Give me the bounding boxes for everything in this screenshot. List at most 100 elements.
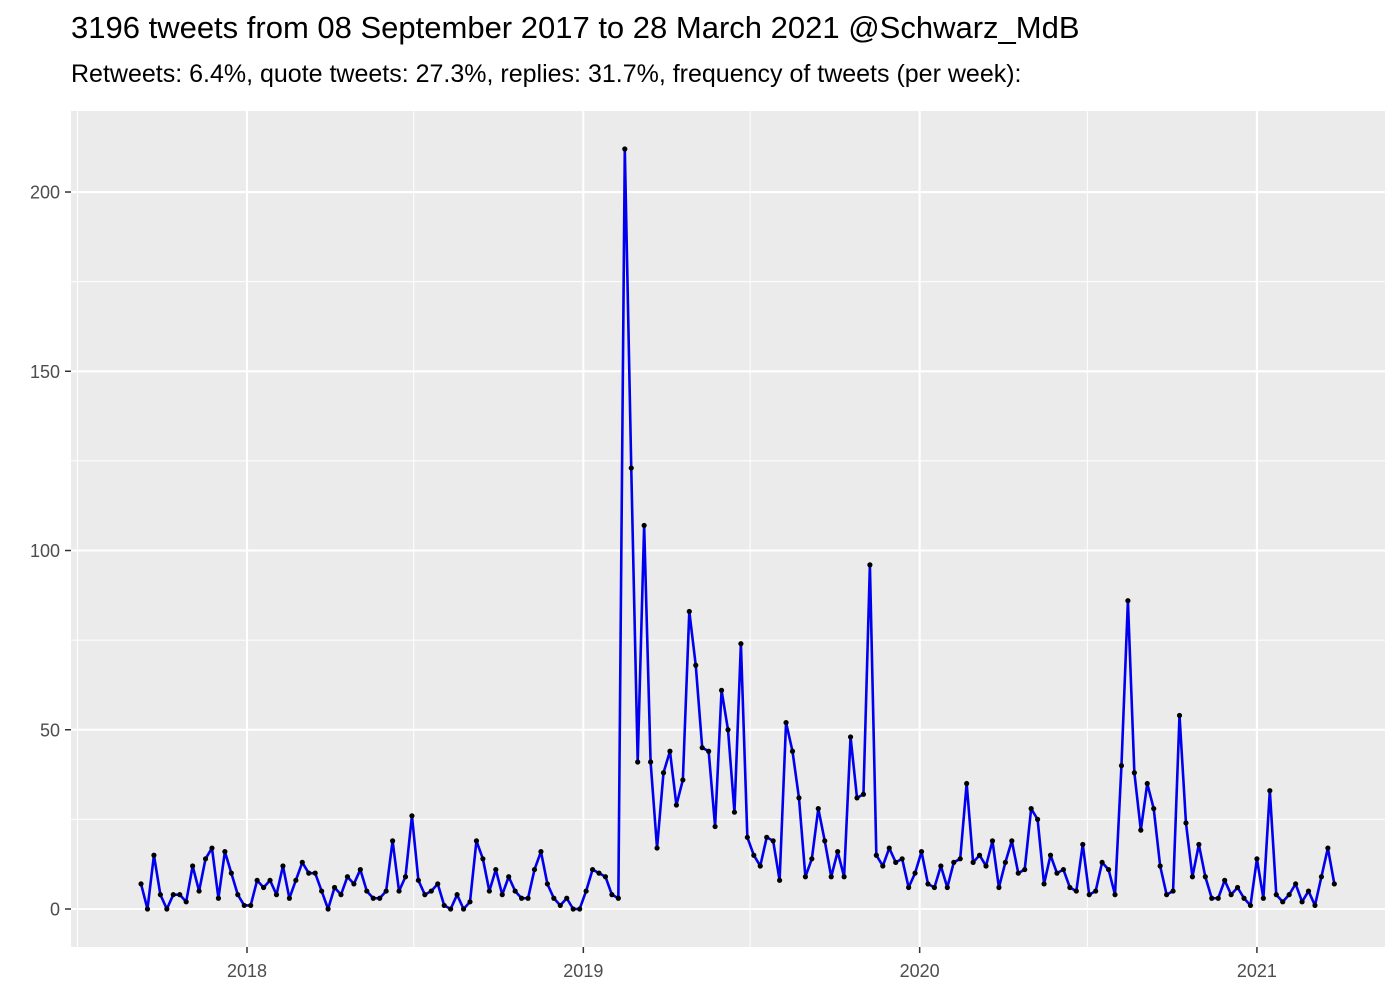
data-point (1170, 888, 1176, 894)
data-point (1280, 899, 1286, 905)
data-point (1209, 895, 1215, 901)
data-point (473, 838, 480, 844)
x-tick-label: 2020 (900, 961, 940, 981)
data-point (1151, 806, 1157, 812)
data-point (364, 888, 370, 894)
data-point (654, 845, 660, 851)
data-point (828, 874, 834, 880)
data-point (976, 852, 983, 858)
data-point (802, 874, 809, 880)
data-point (370, 895, 376, 901)
data-point (854, 795, 860, 801)
data-point (589, 866, 596, 873)
data-point (847, 734, 854, 740)
data-point (1131, 770, 1137, 776)
data-point (1060, 866, 1067, 873)
major-gridlines (71, 111, 1385, 947)
data-point (1189, 874, 1196, 880)
data-point (344, 874, 351, 880)
data-point (428, 888, 434, 894)
data-point (1022, 866, 1028, 873)
data-point (938, 863, 944, 869)
data-point (564, 895, 570, 901)
data-point (1015, 870, 1021, 876)
data-point (615, 895, 621, 901)
data-point (1299, 899, 1305, 905)
data-point (822, 838, 828, 844)
data-point (880, 863, 886, 869)
data-point (1196, 841, 1202, 848)
data-point (925, 881, 931, 887)
data-point (789, 748, 796, 754)
data-point (777, 877, 783, 883)
data-point (583, 888, 589, 894)
data-point (215, 895, 222, 901)
data-point (899, 856, 905, 862)
data-point (757, 863, 763, 869)
data-point (1260, 895, 1266, 901)
data-point (480, 856, 486, 862)
data-point (770, 838, 776, 844)
data-point (1138, 827, 1144, 833)
data-point (570, 906, 576, 912)
data-point (835, 849, 841, 855)
data-point (1293, 881, 1299, 887)
data-point (886, 845, 892, 851)
data-point (325, 906, 331, 912)
data-point (622, 146, 628, 152)
data-point (628, 465, 634, 471)
data-point (944, 884, 950, 891)
data-point (312, 870, 318, 876)
data-point (712, 823, 718, 830)
data-point (964, 780, 970, 787)
data-point (867, 562, 873, 568)
y-tick-label: 0 (50, 900, 60, 920)
data-point (693, 662, 699, 668)
data-point (648, 759, 654, 765)
data-point (686, 608, 692, 615)
data-point (1125, 598, 1131, 604)
data-point (1234, 884, 1241, 891)
data-point (1241, 895, 1247, 901)
data-point (319, 888, 325, 894)
x-tick-label: 2021 (1237, 961, 1277, 981)
data-point (164, 906, 170, 912)
data-point (248, 902, 254, 909)
data-point (260, 884, 267, 891)
data-point (409, 813, 415, 819)
x-tick-label: 2019 (563, 961, 603, 981)
data-point (1312, 902, 1318, 909)
data-point (1105, 866, 1112, 873)
data-point (467, 899, 473, 905)
data-point (1325, 845, 1331, 851)
data-point (1331, 881, 1337, 887)
data-point (402, 874, 409, 880)
data-point (1099, 859, 1105, 866)
data-point (538, 849, 544, 855)
data-point (377, 895, 383, 901)
y-tick-label: 50 (40, 720, 60, 740)
data-point (989, 838, 996, 844)
data-point (815, 806, 821, 812)
data-point (1254, 856, 1260, 862)
data-point (170, 892, 176, 898)
data-point (396, 888, 402, 894)
data-point (673, 802, 680, 808)
data-point (144, 906, 151, 912)
data-point (744, 834, 750, 840)
data-point (280, 863, 286, 869)
data-point (1002, 859, 1008, 866)
data-point (222, 849, 228, 855)
data-point (983, 863, 989, 869)
data-point (1247, 902, 1254, 909)
data-point (1009, 838, 1015, 844)
chart-title: 3196 tweets from 08 September 2017 to 28… (71, 10, 1080, 45)
data-point (609, 892, 615, 898)
data-point (906, 884, 912, 891)
data-point (1228, 892, 1234, 898)
data-point (383, 888, 389, 894)
data-point (841, 874, 847, 880)
data-point (680, 777, 686, 783)
data-point (202, 856, 209, 862)
data-point (660, 770, 667, 776)
